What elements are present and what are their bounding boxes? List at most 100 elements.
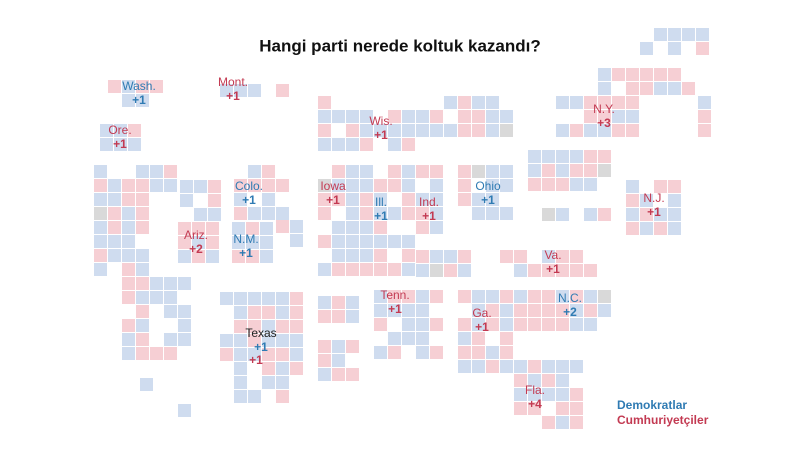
district-tile: [262, 362, 275, 375]
district-tile: [332, 235, 345, 248]
district-tile: [444, 124, 457, 137]
district-tile: [94, 165, 107, 178]
district-tile: [234, 84, 247, 97]
district-tile: [654, 222, 667, 235]
district-tile: [598, 164, 611, 177]
district-tile: [122, 94, 135, 107]
district-tile: [232, 250, 245, 263]
state-label: Mont.: [218, 75, 248, 89]
district-tile: [500, 332, 513, 345]
district-tile: [584, 318, 597, 331]
district-tile: [654, 208, 667, 221]
district-tile: [374, 124, 387, 137]
district-tile: [698, 124, 711, 137]
district-tile: [136, 94, 149, 107]
district-tile: [290, 362, 303, 375]
district-tile: [262, 179, 275, 192]
district-tile: [584, 164, 597, 177]
district-tile: [234, 390, 247, 403]
district-tile: [654, 180, 667, 193]
district-tile: [150, 165, 163, 178]
district-tile: [584, 150, 597, 163]
state-label: Wis.: [369, 114, 392, 128]
district-tile: [374, 179, 387, 192]
district-tile: [542, 416, 555, 429]
district-tile: [388, 179, 401, 192]
district-tile: [668, 28, 681, 41]
district-tile: [556, 416, 569, 429]
district-tile: [416, 250, 429, 263]
district-tile: [598, 304, 611, 317]
district-tile: [388, 263, 401, 276]
district-tile: [332, 340, 345, 353]
district-tile: [458, 193, 471, 206]
district-tile: [192, 222, 205, 235]
district-tile: [626, 124, 639, 137]
district-tile: [360, 207, 373, 220]
district-tile: [430, 290, 443, 303]
district-tile: [220, 348, 233, 361]
district-tile: [108, 221, 121, 234]
district-tile: [542, 374, 555, 387]
district-tile: [332, 354, 345, 367]
district-tile: [556, 124, 569, 137]
district-tile: [500, 318, 513, 331]
district-tile: [276, 207, 289, 220]
seat-gain: +1: [254, 340, 268, 354]
district-tile: [612, 124, 625, 137]
district-tile: [556, 264, 569, 277]
district-tile: [136, 165, 149, 178]
district-tile: [598, 290, 611, 303]
state-label: Fla.: [525, 383, 545, 397]
district-tile: [332, 193, 345, 206]
district-tile: [136, 179, 149, 192]
district-tile: [346, 296, 359, 309]
district-tile: [458, 179, 471, 192]
district-tile: [402, 304, 415, 317]
district-tile: [416, 110, 429, 123]
district-tile: [584, 110, 597, 123]
district-tile: [346, 263, 359, 276]
district-tile: [346, 235, 359, 248]
district-tile: [556, 318, 569, 331]
district-tile: [612, 96, 625, 109]
state-label: Ill.: [375, 195, 387, 209]
tile-grid: [94, 28, 711, 429]
district-tile: [514, 402, 527, 415]
district-tile: [458, 96, 471, 109]
district-tile: [332, 249, 345, 262]
seat-gain: +1: [374, 209, 388, 223]
district-tile: [150, 291, 163, 304]
seat-gain: +1: [647, 205, 661, 219]
district-tile: [208, 208, 221, 221]
district-tile: [234, 306, 247, 319]
district-tile: [122, 319, 135, 332]
district-tile: [668, 42, 681, 55]
district-tile: [584, 124, 597, 137]
district-tile: [262, 207, 275, 220]
district-tile: [248, 390, 261, 403]
district-tile: [100, 124, 113, 137]
district-tile: [416, 318, 429, 331]
district-tile: [208, 180, 221, 193]
district-tile: [180, 180, 193, 193]
legend-entry: Cumhuriyetçiler: [617, 413, 709, 427]
district-tile: [388, 304, 401, 317]
district-tile: [164, 347, 177, 360]
district-tile: [500, 165, 513, 178]
district-tile: [318, 340, 331, 353]
district-tile: [542, 208, 555, 221]
state-label: Ore.: [108, 123, 131, 137]
district-tile: [416, 165, 429, 178]
district-tile: [164, 179, 177, 192]
district-tile: [402, 235, 415, 248]
district-tile: [388, 165, 401, 178]
district-tile: [234, 376, 247, 389]
district-tile: [136, 305, 149, 318]
district-tile: [262, 292, 275, 305]
district-tile: [318, 138, 331, 151]
district-tile: [262, 376, 275, 389]
district-tile: [556, 360, 569, 373]
district-tile: [388, 290, 401, 303]
